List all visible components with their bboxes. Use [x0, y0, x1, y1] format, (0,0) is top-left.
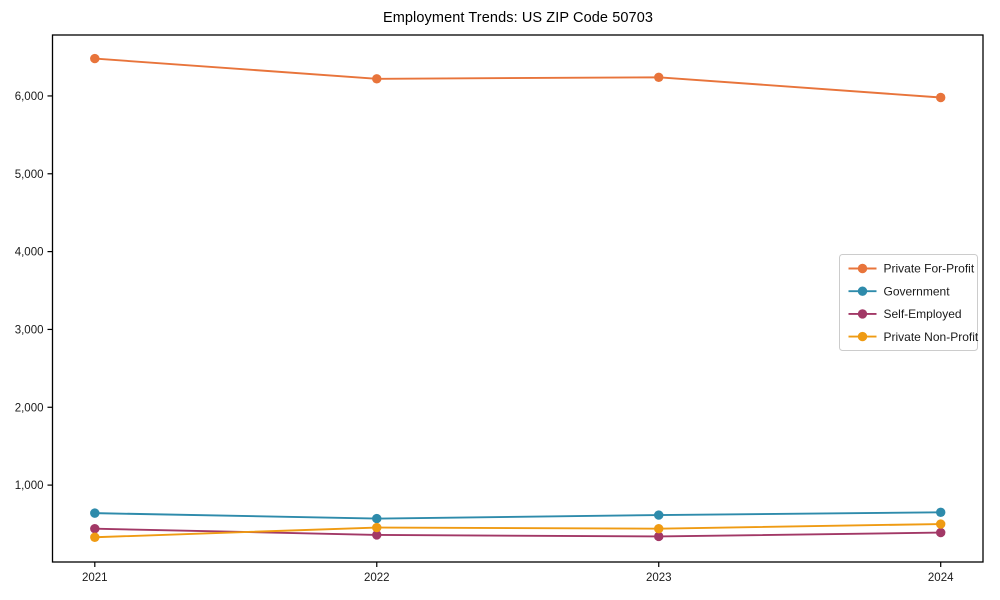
data-point-self-employed	[372, 530, 382, 540]
legend-label: Self-Employed	[884, 307, 962, 321]
legend-label: Private Non-Profit	[884, 330, 979, 344]
data-point-private-for-profit	[90, 53, 100, 64]
series-line-private-for-profit	[93, 57, 942, 99]
data-point-private-for-profit	[936, 92, 946, 103]
data-point-government	[90, 508, 100, 518]
plot-area-border	[51, 34, 984, 563]
data-point-private-non-profit	[372, 522, 382, 533]
data-point-private-for-profit	[372, 74, 382, 84]
y-axis-tick-label: 2,000	[15, 402, 44, 414]
series-line-private-non-profit	[93, 523, 942, 539]
y-axis-tick-label: 6,000	[15, 91, 44, 103]
legend-item: Private Non-Profit	[848, 330, 979, 344]
legend-marker-dot	[857, 263, 868, 274]
legend-item: Private For-Profit	[848, 262, 975, 276]
x-axis-tick-label: 2022	[364, 572, 390, 584]
y-axis-tick-label: 4,000	[15, 247, 44, 259]
legend-label: Government	[884, 284, 951, 298]
series-line-government	[93, 511, 942, 520]
legend: Private For-Profit Government Self-Employe…	[839, 254, 979, 351]
data-point-government	[654, 510, 664, 520]
data-point-private-non-profit	[654, 523, 664, 534]
data-point-private-for-profit	[654, 72, 664, 82]
y-axis-tick-label: 3,000	[15, 324, 44, 336]
x-axis-tick-label: 2021	[82, 572, 108, 584]
data-point-self-employed	[90, 523, 100, 534]
data-point-self-employed	[654, 531, 664, 542]
data-point-private-non-profit	[936, 519, 946, 529]
data-point-self-employed	[936, 527, 946, 538]
legend-box	[839, 254, 978, 351]
legend-marker-dot	[857, 286, 868, 296]
legend-item: Self-Employed	[848, 307, 962, 321]
x-axis-tick-label: 2023	[646, 572, 672, 584]
data-point-government	[936, 507, 946, 518]
legend-marker-dot	[857, 309, 868, 319]
y-axis-tick-label: 1,000	[15, 480, 44, 492]
y-axis-tick-label: 5,000	[15, 169, 44, 181]
x-axis-tick-label: 2024	[928, 572, 954, 584]
legend-marker-dot	[857, 331, 868, 342]
data-point-government	[372, 513, 382, 524]
data-point-private-non-profit	[90, 532, 100, 542]
chart-title: Employment Trends: US ZIP Code 50703	[382, 10, 654, 26]
legend-item: Government	[848, 284, 951, 298]
legend-label: Private For-Profit	[884, 262, 975, 276]
